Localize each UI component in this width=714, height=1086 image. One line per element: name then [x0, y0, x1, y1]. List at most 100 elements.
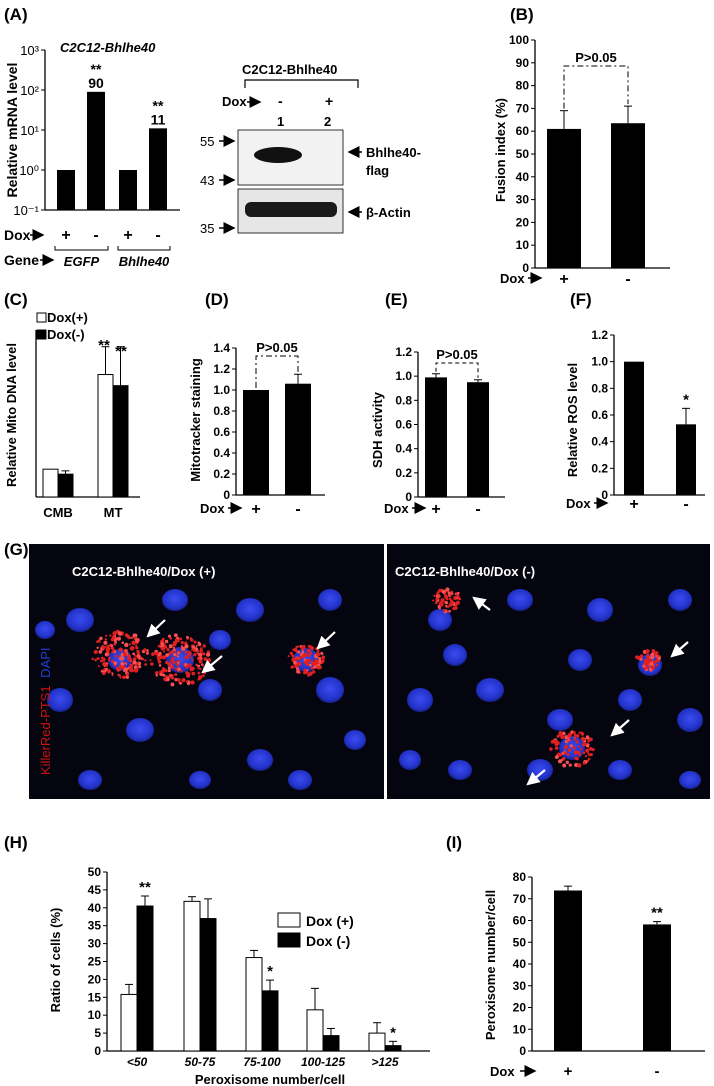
- peroxisome-dot: [577, 750, 581, 755]
- d-dox-label: Dox: [200, 501, 225, 516]
- peroxisome-dot: [176, 663, 180, 667]
- h-y-tick-label: 45: [88, 883, 102, 897]
- peroxisome-dot: [161, 655, 167, 660]
- peroxisome-dot: [105, 664, 108, 667]
- peroxisome-dot: [170, 650, 174, 655]
- peroxisome-dot: [177, 667, 181, 671]
- peroxisome-dot: [131, 640, 136, 645]
- peroxisome-dot: [309, 645, 312, 648]
- peroxisome-dot: [576, 734, 580, 738]
- peroxisome-dot: [193, 653, 197, 657]
- cell-arrow: [472, 596, 491, 611]
- i-bar: [643, 924, 671, 1051]
- a-dox-category: -: [155, 227, 160, 244]
- peroxisome-dot: [199, 649, 203, 653]
- e-dox-label: Dox: [384, 501, 409, 516]
- peroxisome-dot: [310, 666, 314, 670]
- peroxisome-dot: [129, 666, 133, 671]
- peroxisome-dot: [118, 647, 121, 650]
- peroxisome-dot: [113, 642, 117, 646]
- h-category: 75-100: [243, 1055, 281, 1069]
- wb-band-label-actin: β-Actin: [366, 205, 411, 220]
- micro-stain-label: KillerRed-PTS1+DAPI: [38, 647, 53, 775]
- peroxisome-dot: [126, 672, 130, 676]
- peroxisome-dot: [301, 650, 305, 653]
- h-legend-swatch: [277, 912, 301, 928]
- peroxisome-dot: [577, 745, 581, 748]
- peroxisome-dot: [186, 635, 189, 639]
- peroxisome-dot: [197, 678, 200, 681]
- h-y-tick-label: 50: [88, 865, 102, 879]
- e-y-tick-label: 0.2: [395, 466, 412, 480]
- peroxisome-dot: [308, 671, 313, 676]
- peroxisome-dot: [190, 656, 193, 659]
- f-y-tick-label: 0.6: [591, 408, 608, 422]
- peroxisome-dot: [317, 656, 322, 661]
- cell-arrow: [670, 641, 689, 658]
- peroxisome-dot: [113, 630, 116, 634]
- peroxisome-dot: [104, 652, 109, 657]
- cell-arrow: [146, 619, 166, 638]
- peroxisome-dot: [175, 638, 180, 643]
- peroxisome-dot: [191, 645, 196, 649]
- western-blot: C2C12-Bhlhe40 Dox - + 1 2 55 43 35 Bhlhe…: [200, 62, 421, 236]
- panel-label-b: (B): [510, 5, 534, 24]
- peroxisome-dot: [174, 667, 178, 671]
- peroxisome-dot: [169, 674, 172, 677]
- peroxisome-dot: [190, 680, 195, 685]
- peroxisome-dot: [151, 652, 155, 656]
- peroxisome-dot: [434, 601, 438, 605]
- nucleus: [126, 718, 154, 742]
- e-bar: [425, 377, 447, 497]
- peroxisome-dot: [172, 660, 176, 665]
- peroxisome-dot: [321, 659, 325, 663]
- d-bar: [285, 383, 311, 495]
- cell-arrow: [610, 719, 630, 737]
- peroxisome-dot: [106, 669, 112, 674]
- peroxisome-dot: [435, 597, 439, 601]
- b-bracket: [563, 65, 629, 109]
- f-sig: *: [683, 391, 689, 408]
- h-bar: [322, 1035, 340, 1052]
- peroxisome-dot: [124, 649, 128, 653]
- nucleus: [476, 678, 504, 702]
- wb-marker-43: 43: [200, 173, 214, 188]
- peroxisome-dot: [442, 608, 446, 613]
- peroxisome-dot: [573, 750, 579, 755]
- i-y-tick-label: 70: [513, 892, 527, 906]
- peroxisome-dot: [456, 591, 460, 595]
- c-legend-label: Dox(+): [47, 310, 88, 325]
- peroxisome-dot: [177, 678, 181, 682]
- a-bar: [119, 170, 137, 210]
- peroxisome-dot: [583, 740, 586, 743]
- peroxisome-dot: [587, 757, 591, 761]
- peroxisome-dot: [165, 653, 169, 657]
- chart-e-sdh: 0 0.2 0.4 0.6 0.8 1.0 1.2 SDH activity Dox + - P>0.…: [370, 345, 505, 518]
- peroxisome-dot: [143, 648, 147, 652]
- h-y-tick-label: 30: [88, 937, 102, 951]
- peroxisome-dot: [591, 748, 595, 752]
- peroxisome-dot: [101, 644, 105, 648]
- peroxisome-dot: [643, 667, 647, 671]
- micro-left-image: [29, 544, 384, 799]
- e-y-tick-label: 0.6: [395, 418, 412, 432]
- peroxisome-dot: [149, 659, 152, 662]
- peroxisome-dot: [295, 667, 300, 671]
- peroxisome-dot: [146, 649, 149, 652]
- nucleus: [35, 621, 55, 639]
- h-bar: [120, 993, 138, 1052]
- peroxisome-dot: [169, 637, 173, 640]
- h-y-tick-label: 40: [88, 901, 102, 915]
- peroxisome-dot: [562, 763, 567, 768]
- peroxisome-dot: [575, 757, 579, 761]
- c-category: CMB: [43, 505, 73, 520]
- c-bar: [112, 385, 129, 498]
- peroxisome-dot: [111, 659, 115, 663]
- f-y-tick-label: 1.0: [591, 355, 608, 369]
- peroxisome-dot: [298, 656, 302, 660]
- nucleus: [162, 589, 188, 611]
- panel-label-f: (F): [570, 290, 592, 309]
- peroxisome-dot: [180, 640, 184, 645]
